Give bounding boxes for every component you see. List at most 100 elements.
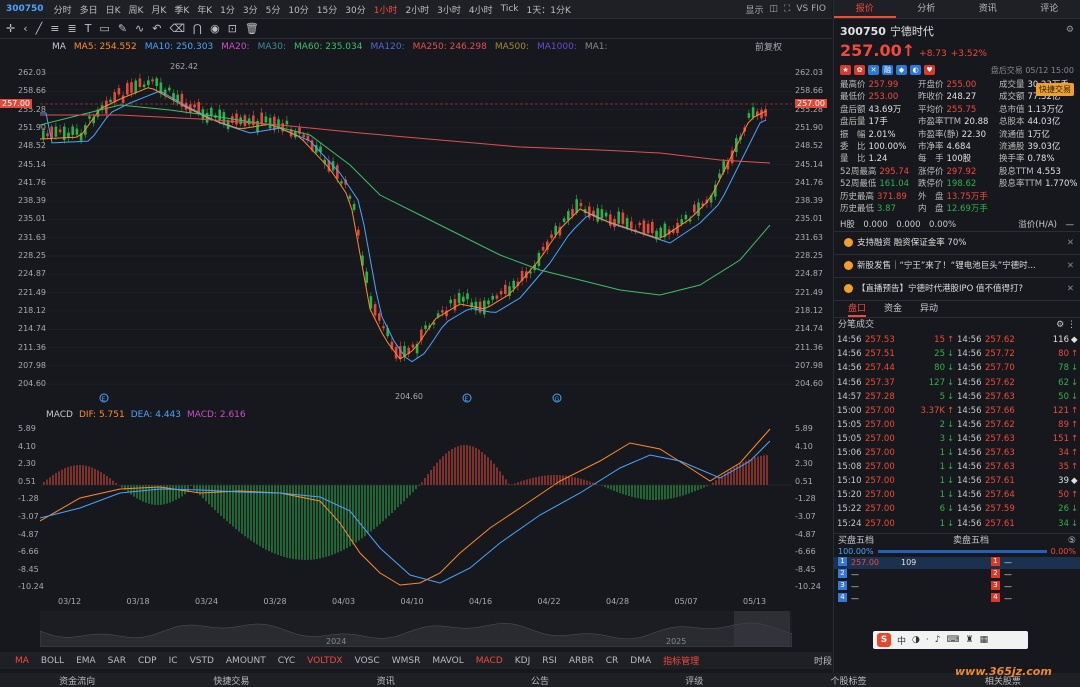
fullscreen-icon[interactable]: ⛶	[784, 4, 791, 14]
close-icon[interactable]: ✕	[1066, 261, 1074, 272]
timeframe-11[interactable]: 15分	[316, 5, 338, 16]
timeframe-1[interactable]: 多日	[79, 5, 98, 16]
timeframe-10[interactable]: 10分	[288, 5, 309, 16]
timeframe-5[interactable]: 季K	[174, 5, 190, 16]
indicator-6[interactable]: VSTD	[189, 655, 214, 666]
close-icon[interactable]: ✕	[1066, 284, 1074, 295]
timeframe-4[interactable]: 月K	[151, 5, 167, 16]
timeframe-14[interactable]: 2小时	[405, 5, 430, 16]
brush-tool-icon[interactable]: ✎	[117, 22, 128, 35]
timeframe-3[interactable]: 周K	[128, 5, 144, 16]
subtab-2[interactable]: 异动	[920, 304, 939, 315]
lock-icon[interactable]: ⊡	[227, 22, 237, 35]
trade-volume: 89	[1058, 419, 1069, 430]
timeframe-8[interactable]: 3分	[242, 5, 258, 16]
eraser-icon[interactable]: ⌫	[169, 22, 186, 35]
stock-code[interactable]: 300750	[6, 4, 44, 14]
indicator-8[interactable]: CYC	[277, 655, 296, 666]
indicator-20[interactable]: 时段	[813, 657, 832, 667]
timeframe-18[interactable]: 1天：1分K	[526, 5, 571, 16]
crosshair-icon[interactable]: ✛	[6, 22, 16, 35]
bottom-tab-2[interactable]: 资讯	[376, 676, 395, 687]
up-arrow-icon: ↑	[901, 41, 916, 60]
show-button[interactable]: 显示	[745, 5, 764, 16]
bottom-tab-3[interactable]: 公告	[530, 676, 549, 687]
indicator-2[interactable]: EMA	[76, 655, 96, 666]
quote-tab-3[interactable]: 评论	[1040, 4, 1059, 14]
indicator-10[interactable]: VOSC	[354, 655, 380, 666]
fib-tool-icon[interactable]: ≣	[67, 22, 77, 35]
macd-label[interactable]: MACD	[46, 410, 73, 420]
timeframe-16[interactable]: 4小时	[468, 5, 493, 16]
indicator-19[interactable]: 指标管理	[663, 657, 700, 667]
gear-icon[interactable]: ⚙	[1065, 25, 1074, 35]
bottom-tab-1[interactable]: 快捷交易	[213, 676, 250, 687]
indicator-16[interactable]: ARBR	[568, 655, 594, 666]
close-icon[interactable]: ✕	[1066, 238, 1074, 249]
camera-icon[interactable]: ◫	[769, 4, 779, 14]
indicator-5[interactable]: IC	[168, 655, 178, 666]
timeframe-17[interactable]: Tick	[500, 4, 519, 14]
timeframe-12[interactable]: 30分	[345, 5, 366, 16]
indicator-0[interactable]: MA	[15, 655, 29, 666]
trades-list[interactable]: 14:56 257.53 15 ↑ 14:56 257.62 116 ◆ 14:56 257.51…	[834, 333, 1080, 530]
indicator-13[interactable]: MACD	[475, 655, 503, 666]
overview-navigator[interactable]: 2024 2025	[39, 611, 793, 648]
trash-icon[interactable]: 🗑	[244, 22, 259, 35]
timeframe-2[interactable]: 日K	[105, 5, 121, 16]
timeframe-0[interactable]: 分时	[53, 5, 72, 16]
adjust-button[interactable]: 前复权	[754, 43, 782, 53]
indicator-14[interactable]: KDJ	[514, 655, 531, 666]
indicator-7[interactable]: AMOUNT	[225, 655, 266, 666]
line-tool-icon[interactable]: ╱	[35, 22, 43, 35]
ime-toolbar[interactable]: S 中 ◑ · ♪ ⌨ ♜ ▦	[873, 631, 1028, 649]
compare-button[interactable]: VS FIO	[796, 4, 826, 14]
stat-label: 振 幅	[840, 129, 866, 140]
level-number: 2	[838, 568, 847, 578]
indicator-12[interactable]: MAVOL	[432, 655, 464, 666]
news-item[interactable]: 支持融资 融资保证金率 70% ✕	[834, 232, 1080, 256]
eye-icon[interactable]: ◉	[210, 22, 220, 35]
candlestick-chart[interactable]: 262.42 204.60 E E G	[40, 55, 792, 405]
indicator-15[interactable]: RSI	[542, 655, 557, 666]
quote-tab-0[interactable]: 报价	[834, 0, 896, 18]
indicator-4[interactable]: CDP	[137, 655, 157, 666]
settings-icon[interactable]: ⚙ ⋮	[1056, 320, 1076, 331]
bottom-tab-5[interactable]: 个股标签	[830, 676, 867, 687]
news-item[interactable]: 【直播预告】宁德时代港股IPO 值不值得打? ✕	[834, 278, 1080, 302]
quote-tab-2[interactable]: 资讯	[978, 4, 997, 14]
indicator-3[interactable]: SAR	[107, 655, 126, 666]
timeframe-7[interactable]: 1分	[220, 5, 235, 16]
wave-tool-icon[interactable]: ∿	[135, 22, 145, 35]
text-tool-icon[interactable]: T	[84, 22, 92, 35]
bottom-tab-0[interactable]: 资金流向	[59, 676, 96, 687]
price-tick: 248.52	[795, 141, 823, 151]
trade-volume: 39	[1058, 476, 1069, 487]
quick-trade-button[interactable]: 快捷交易	[1036, 83, 1074, 96]
depth-5-icon[interactable]: ⑤	[1067, 535, 1076, 546]
channel-tool-icon[interactable]: ≡	[50, 22, 60, 35]
quote-tab-1[interactable]: 分析	[917, 4, 936, 14]
bottom-tab-6[interactable]: 相关股票	[984, 676, 1021, 687]
date-tick: 04/22	[537, 597, 561, 606]
timeframe-13[interactable]: 1小时	[373, 5, 398, 16]
bottom-tab-4[interactable]: 评级	[685, 676, 704, 687]
rect-tool-icon[interactable]: ▭	[99, 22, 110, 35]
macd-chart[interactable]	[40, 423, 792, 595]
indicator-1[interactable]: BOLL	[40, 655, 65, 666]
level-ask: —	[1004, 581, 1012, 591]
news-item[interactable]: 新股发售｜“宁王”来了！“锂电池巨头”宁德时... ✕	[834, 255, 1080, 279]
arrow-left-icon[interactable]: ‹	[23, 22, 28, 35]
ma-label[interactable]: MA	[52, 41, 66, 52]
subtab-0[interactable]: 盘口	[848, 301, 867, 318]
indicator-9[interactable]: VOLTDX	[307, 655, 343, 666]
timeframe-9[interactable]: 5分	[265, 5, 281, 16]
indicator-17[interactable]: CR	[605, 655, 619, 666]
timeframe-15[interactable]: 3小时	[437, 5, 461, 16]
subtab-1[interactable]: 资金	[884, 304, 903, 315]
indicator-11[interactable]: WMSR	[391, 655, 421, 666]
timeframe-6[interactable]: 年K	[197, 5, 213, 16]
undo-icon[interactable]: ↶	[152, 22, 162, 35]
indicator-18[interactable]: DMA	[630, 655, 652, 666]
magnet-icon[interactable]: ⋂	[193, 22, 203, 35]
